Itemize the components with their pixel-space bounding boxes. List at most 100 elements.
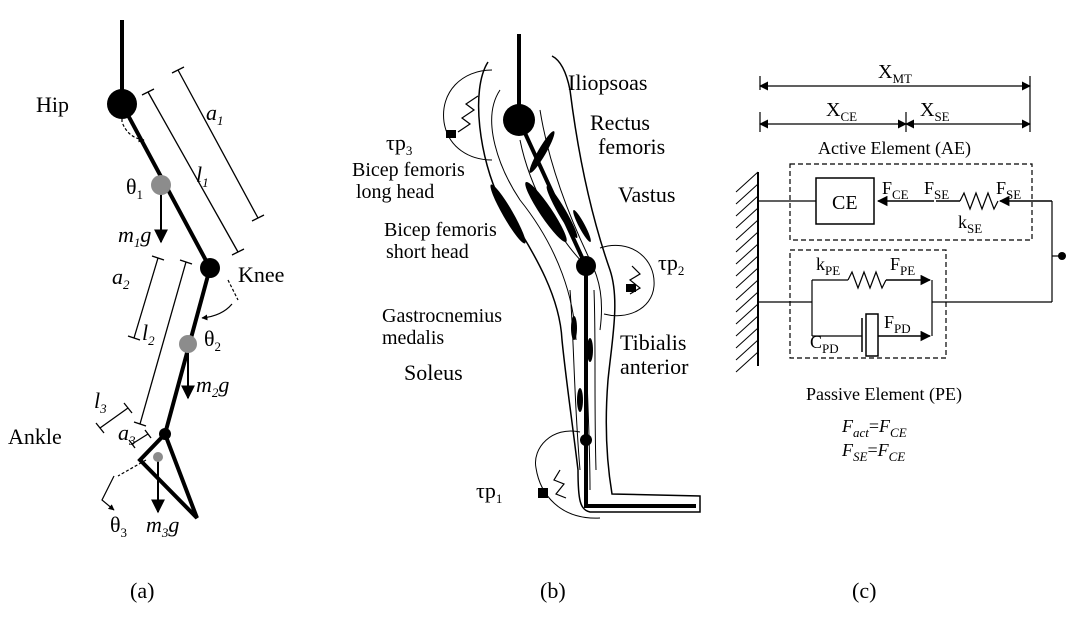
foot-bone [584,498,696,508]
passive-element-title: Passive Element (PE) [806,384,962,405]
theta2-label: θ2 [204,326,221,354]
theta3-reference [117,459,147,477]
rectus-label-2: femoris [598,134,665,159]
knee-damper-block [626,284,636,292]
active-element-box [789,163,1033,241]
insertion-node [1058,252,1066,260]
tibialis-label-2: anterior [620,354,689,379]
l3-dimension [95,402,133,434]
hip-spring [457,95,479,133]
wall-hatching [735,171,759,373]
caption-a: (a) [130,578,154,603]
theta3-label: θ3 [110,512,127,540]
ankle-spring [553,469,567,499]
tibialis-muscle [587,338,593,362]
vastus-label: Vastus [618,182,675,207]
l1-label: l1 [196,162,209,190]
bicep-long-label-1: Bicep femoris [352,159,465,181]
bicep-femoris-short-muscle [573,210,591,242]
a2-dimension [127,255,165,341]
passive-element-box [789,249,947,359]
caption-b: (b) [540,578,566,603]
kse-label: kSE [958,212,982,236]
tp3-label: τp3 [386,130,412,158]
iliopsoas-label: Iliopsoas [568,70,647,95]
m3g-label: m3g [146,512,179,540]
a2-label: a2 [112,264,130,292]
soleus-muscle [577,388,583,412]
knee-torque-balloon [599,244,655,317]
fse-label-2: FSE [996,178,1021,202]
theta1-arc [121,104,145,143]
bicep-short-label-2: short head [386,241,469,263]
rectus-label-1: Rectus [590,110,650,135]
ankle-label: Ankle [8,424,62,449]
caption-c: (c) [852,578,876,603]
equation-1: Fact=FCE [841,416,907,440]
damper [865,313,879,357]
ankle-torque-balloon [535,430,601,519]
knee-joint [200,258,220,278]
gastrocnemius-label-2: medalis [382,327,444,349]
shank-com [179,335,197,353]
hip-damper-block [446,130,456,138]
l2-label: l2 [142,320,155,348]
fpe-label: FPE [890,254,915,278]
kpe-label: kPE [816,254,840,278]
xmt-label: XMT [878,61,912,86]
fce-label: FCE [882,178,909,202]
a3-label: a3 [118,420,136,448]
m1g-label: m1g [118,222,151,250]
ankle-joint [159,428,171,440]
panel-c-hill-muscle-model [735,76,1062,373]
gastrocnemius-label-1: Gastrocnemius [382,305,502,327]
active-element-title: Active Element (AE) [818,138,971,159]
vastus-muscle [546,185,578,239]
knee-joint-b [576,256,596,276]
xce-label: XCE [826,99,857,124]
theta2-reference [227,279,239,301]
cpd-label: CPD [810,332,839,356]
foot-segment [137,430,199,520]
theta1-label: θ1 [126,174,143,202]
fpd-label: FPD [884,312,911,336]
parallel-spring [847,270,887,290]
panel-b-musculoskeletal-model [443,34,701,519]
knee-label: Knee [238,262,284,287]
soleus-label: Soleus [404,360,463,385]
ce-label: CE [832,192,858,214]
a1-label: a1 [206,100,224,128]
rectus-femoris-muscle [525,181,567,243]
theta2-arc [201,303,233,321]
hip-joint [107,89,137,119]
panel-a-leg-model [95,20,265,520]
hip-label: Hip [36,92,69,117]
muscle-bodies [490,131,593,412]
fse-label-1: FSE [924,178,949,202]
theta3-arc [101,475,115,511]
bicep-short-label-1: Bicep femoris [384,219,497,241]
hip-torque-balloon [443,69,493,161]
ankle-damper-block [538,488,548,498]
shank-contour-1 [569,289,581,471]
iliopsoas-muscle [529,131,555,173]
ankle-joint-b [580,434,592,446]
gastrocnemius-muscle [571,316,577,340]
a1-dimension [171,66,265,222]
xse-label: XSE [920,99,950,124]
bicep-femoris-long-muscle [490,184,526,244]
thigh-com [151,175,171,195]
shank-contour-2 [593,289,597,471]
l1-dimension [141,88,245,256]
knee-spring [628,265,642,295]
m2g-label: m2g [196,372,229,400]
l3-label: l3 [94,388,107,416]
tp1-label: τp1 [476,478,502,506]
series-spring [959,191,999,211]
foot-com [153,452,163,462]
equation-2: FSE=FCE [841,440,905,464]
bicep-long-label-2: long head [356,181,434,203]
hip-joint-b [503,104,535,136]
a3-dimension [128,429,152,449]
